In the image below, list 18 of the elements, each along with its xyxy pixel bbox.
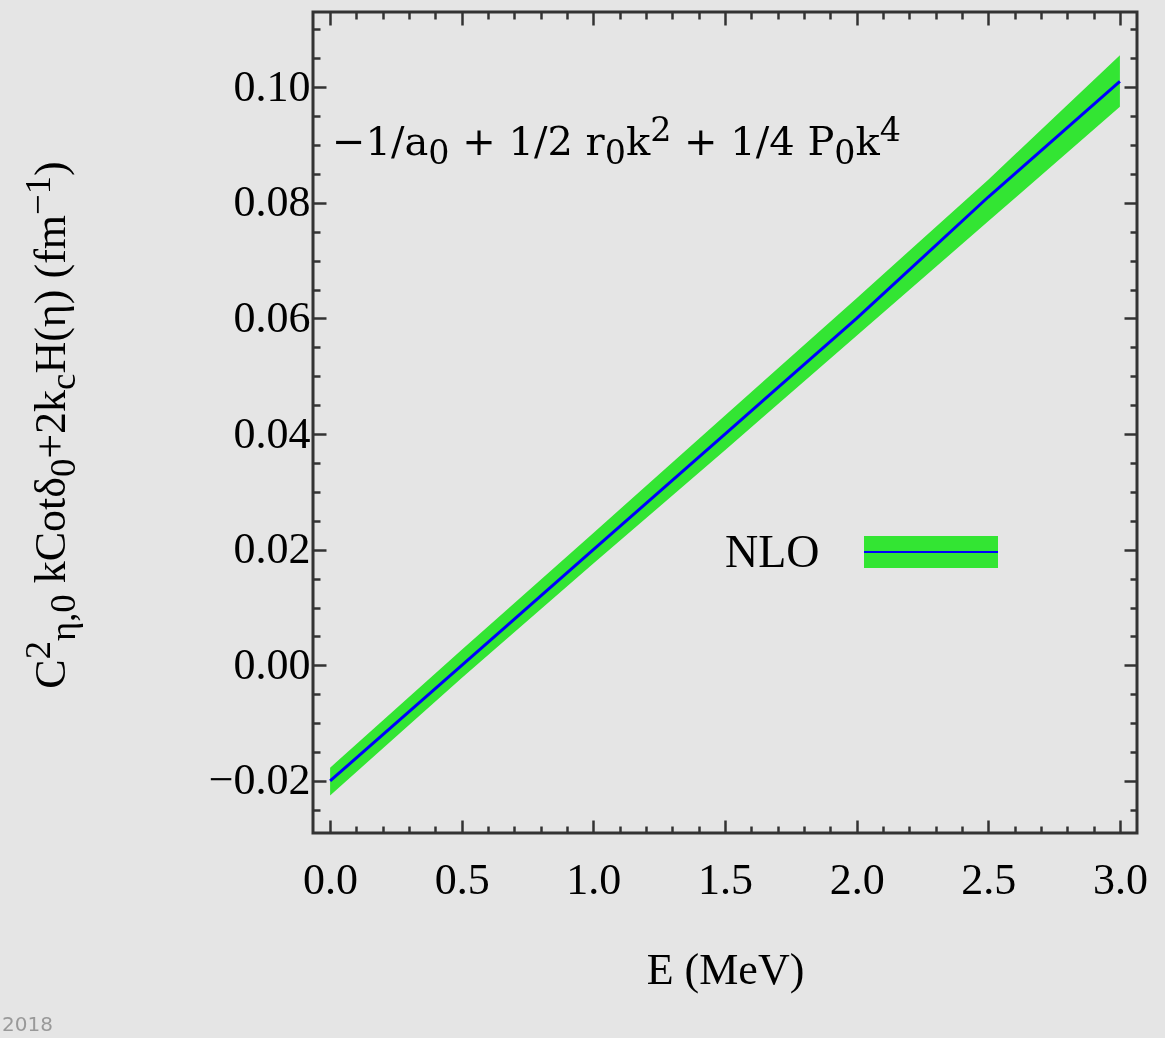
y-tick-label: 0.04 bbox=[233, 408, 311, 458]
y-tick-label: −0.02 bbox=[208, 755, 311, 805]
y-tick-label: 0.00 bbox=[233, 639, 311, 689]
x-tick-label: 1.5 bbox=[698, 854, 753, 904]
y-tick-label: 0.06 bbox=[233, 292, 311, 342]
y-tick-label: 0.02 bbox=[233, 524, 311, 574]
x-tick-label: 0.0 bbox=[303, 854, 359, 904]
x-tick-label: 1.0 bbox=[566, 854, 622, 904]
y-tick-label: 0.08 bbox=[233, 177, 311, 227]
x-tick-label: 2.0 bbox=[829, 854, 885, 904]
legend-label: NLO bbox=[725, 525, 820, 578]
x-tick-label: 2.5 bbox=[961, 854, 1017, 904]
text: 2018 bbox=[2, 1012, 53, 1036]
x-axis-title: E (MeV) bbox=[646, 944, 805, 994]
x-tick-label: 0.5 bbox=[434, 854, 490, 904]
text: −1/a$_{0}$ + 1/2 r$_{0}$k$^{2}$ + 1/4 P$_{0}$k$^{4}$ bbox=[332, 110, 901, 173]
y-tick-label: 0.10 bbox=[233, 61, 311, 111]
x-tick-label: 3.0 bbox=[1092, 854, 1148, 904]
